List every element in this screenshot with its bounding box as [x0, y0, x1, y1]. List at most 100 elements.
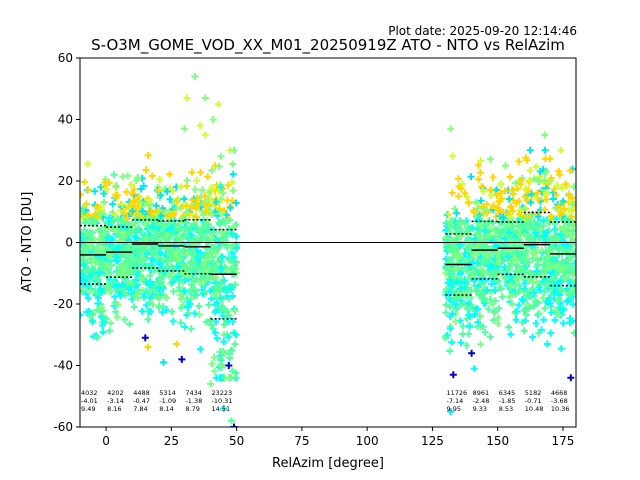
data-point: [565, 191, 573, 199]
data-point: [147, 308, 154, 316]
data-point: [542, 188, 550, 196]
bin-count-label: 4202: [107, 389, 124, 397]
data-point: [452, 301, 460, 309]
data-point: [541, 288, 549, 296]
data-point: [181, 323, 189, 331]
data-point: [474, 318, 482, 326]
data-point: [216, 287, 224, 295]
data-point: [448, 338, 456, 346]
data-point: [104, 234, 112, 242]
data-point: [522, 185, 530, 193]
chart-title: S-O3M_GOME_VOD_XX_M01_20250919Z ATO - NT…: [91, 36, 565, 55]
data-point: [484, 259, 491, 267]
data-point: [464, 231, 472, 239]
data-point: [232, 258, 240, 266]
data-point: [84, 294, 92, 302]
data-point: [472, 198, 480, 206]
data-point: [99, 328, 107, 336]
data-point: [494, 269, 502, 277]
data-point: [452, 250, 460, 258]
data-point: [446, 217, 454, 225]
data-point: [168, 308, 176, 316]
data-point: [102, 315, 110, 323]
data-point: [461, 250, 469, 257]
data-point: [200, 221, 208, 228]
data-point: [158, 308, 166, 316]
data-point: [224, 333, 232, 341]
outlier-point: [227, 417, 235, 425]
data-point: [452, 318, 460, 325]
data-point: [539, 294, 547, 302]
data-point: [526, 146, 534, 154]
bin-mean-label: -0.71: [525, 397, 542, 405]
outlier-point: [173, 340, 181, 348]
data-point: [204, 237, 212, 245]
data-point: [465, 311, 473, 319]
data-point: [201, 288, 209, 296]
data-point: [494, 277, 502, 285]
data-point: [184, 303, 191, 311]
data-point: [232, 232, 240, 240]
data-point: [169, 317, 177, 325]
data-point: [494, 225, 502, 233]
y-tick-label: -20: [53, 297, 73, 311]
data-point: [183, 265, 191, 273]
data-point: [181, 226, 189, 234]
data-point: [187, 258, 195, 266]
data-point: [231, 307, 239, 315]
data-point: [458, 264, 466, 272]
data-point: [523, 156, 531, 164]
data-point: [442, 301, 450, 309]
data-point: [149, 301, 157, 309]
data-point: [482, 222, 490, 229]
data-point: [93, 289, 101, 297]
data-point: [189, 249, 197, 257]
data-point: [486, 333, 494, 341]
data-point: [129, 280, 136, 288]
data-point: [191, 309, 199, 317]
data-point: [142, 278, 150, 286]
data-point: [455, 183, 463, 190]
data-point: [468, 224, 476, 232]
data-point: [498, 208, 506, 216]
outlier-point: [562, 180, 570, 188]
outlier-point: [217, 183, 225, 191]
data-point: [183, 294, 191, 302]
data-point: [540, 267, 548, 275]
data-point: [177, 295, 185, 303]
data-point: [170, 210, 178, 217]
data-point: [203, 201, 211, 209]
data-point: [547, 329, 555, 337]
outlier-point: [191, 72, 199, 80]
data-point: [505, 195, 513, 203]
data-point: [146, 200, 154, 208]
data-point: [155, 206, 163, 214]
data-point: [471, 311, 479, 318]
data-point: [199, 234, 207, 242]
data-point: [193, 254, 201, 262]
bin-std-label: 10.48: [525, 405, 544, 413]
data-point: [87, 219, 95, 227]
data-point: [177, 183, 185, 191]
data-point: [558, 184, 566, 192]
data-point: [534, 213, 542, 221]
data-point: [113, 227, 121, 235]
data-point: [208, 210, 216, 218]
data-point: [532, 320, 540, 327]
outlier-point: [470, 365, 478, 373]
data-point: [135, 261, 143, 269]
data-point: [533, 298, 541, 306]
x-tick-label: 50: [229, 434, 244, 448]
bin-count-label: 8961: [473, 389, 490, 397]
data-point: [211, 284, 219, 292]
data-point: [442, 334, 450, 342]
data-point: [476, 312, 484, 320]
bin-mean-label: -2.48: [473, 397, 490, 405]
data-point: [125, 242, 133, 250]
data-point: [512, 276, 520, 283]
data-point: [88, 309, 96, 317]
data-point: [129, 222, 137, 230]
data-point: [156, 255, 164, 263]
data-point: [506, 293, 514, 301]
data-point: [109, 200, 117, 208]
